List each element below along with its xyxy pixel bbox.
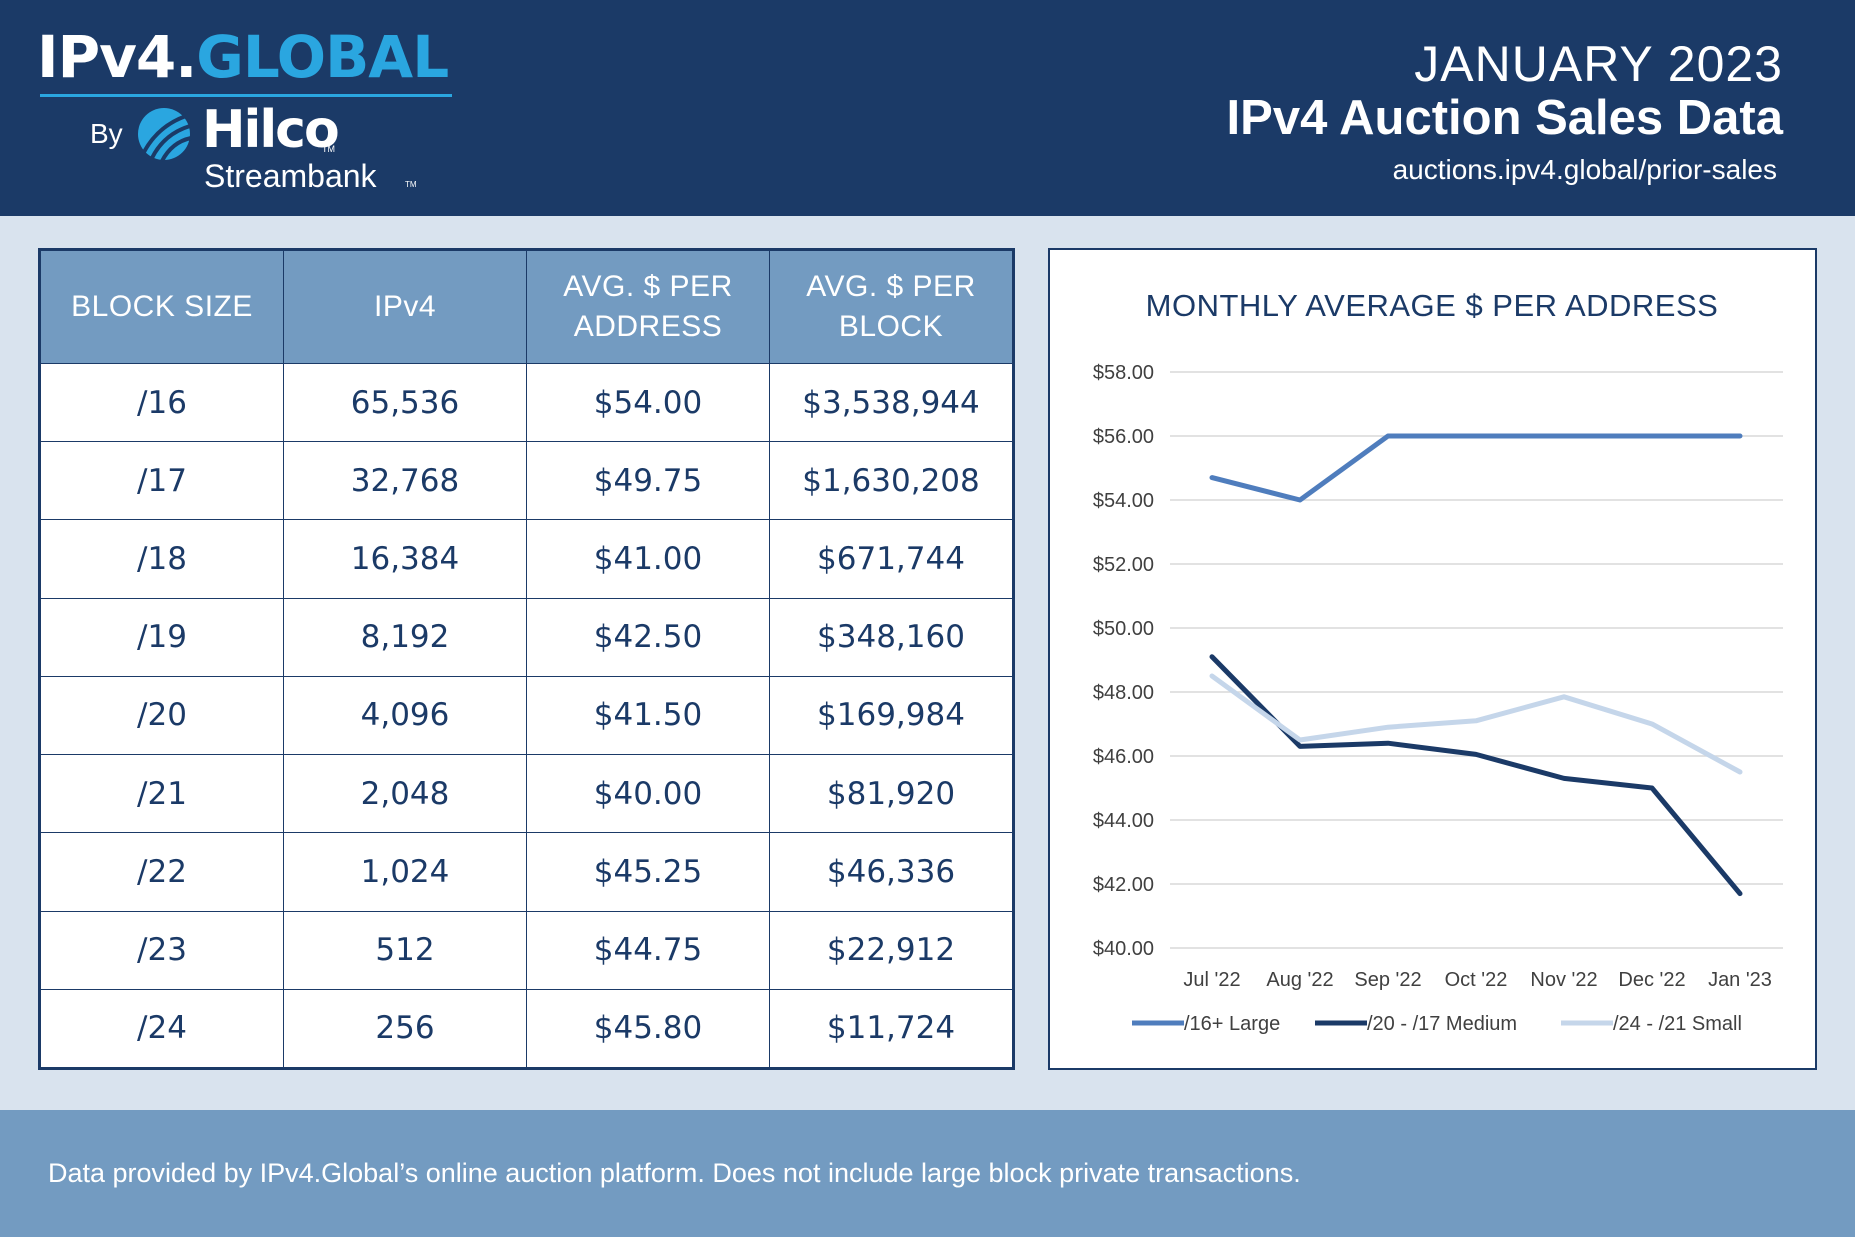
header-banner: IPv4.GLOBAL By Hilco TM Streambank TM JA… (0, 0, 1855, 216)
logo-ipv4-text: IPv4. (37, 23, 197, 91)
cell-block-size: /19 (40, 597, 284, 677)
cell-avg-block: $348,160 (769, 597, 1013, 677)
cell-ipv4-count: 8,192 (283, 597, 527, 677)
cell-block-size: /22 (40, 832, 284, 912)
cell-avg-address: $40.00 (526, 754, 770, 834)
cell-avg-address: $44.75 (526, 910, 770, 990)
table-row: /18 16,384 $41.00 $671,744 (40, 519, 1013, 599)
cell-ipv4-count: 256 (283, 988, 527, 1069)
table-header-row: BLOCK SIZE IPv4 AVG. $ PER ADDRESS AVG. … (40, 250, 1013, 364)
table-row: /22 1,024 $45.25 $46,336 (40, 832, 1013, 912)
y-tick-label: $44.00 (1093, 810, 1154, 832)
cell-avg-address: $45.80 (526, 988, 770, 1069)
table-row: /21 2,048 $40.00 $81,920 (40, 754, 1013, 834)
table-row: /20 4,096 $41.50 $169,984 (40, 675, 1013, 756)
cell-block-size: /21 (40, 754, 284, 834)
cell-avg-block: $1,630,208 (769, 441, 1013, 521)
y-tick-label: $54.00 (1093, 490, 1154, 512)
cell-block-size: /17 (40, 441, 284, 521)
cell-avg-block: $11,724 (769, 988, 1013, 1069)
y-tick-label: $40.00 (1093, 938, 1154, 960)
line-chart: MONTHLY AVERAGE $ PER ADDRESS $40.00 $42.0… (1093, 288, 1783, 1035)
cell-avg-block: $46,336 (769, 832, 1013, 912)
ipv4-global-logo: IPv4.GLOBAL (37, 23, 449, 91)
prior-sales-link[interactable]: auctions.ipv4.global/prior-sales (1392, 154, 1777, 185)
y-tick-label: $56.00 (1093, 426, 1154, 448)
legend-label: /16+ Large (1184, 1013, 1280, 1035)
report-title: IPv4 Auction Sales Data (1226, 91, 1783, 145)
series-line (1209, 433, 1743, 503)
table-row: /23 512 $44.75 $22,912 (40, 910, 1013, 990)
y-tick-label: $50.00 (1093, 618, 1154, 640)
cell-avg-block: $671,744 (769, 519, 1013, 599)
legend-label: /24 - /21 Small (1613, 1013, 1742, 1035)
cell-ipv4-count: 32,768 (283, 441, 527, 521)
chart-panel: MONTHLY AVERAGE $ PER ADDRESS $40.00 $42.0… (1048, 248, 1817, 1070)
series-line (1209, 654, 1743, 897)
cell-avg-address: $49.75 (526, 441, 770, 521)
y-tick-label: $46.00 (1093, 746, 1154, 768)
header-ipv4: IPv4 (283, 250, 527, 364)
footer-disclaimer: Data provided by IPv4.Global’s online au… (48, 1158, 1301, 1188)
sales-table: BLOCK SIZE IPv4 AVG. $ PER ADDRESS AVG. … (40, 250, 1013, 1069)
cell-block-size: /16 (40, 362, 284, 443)
cell-ipv4-count: 2,048 (283, 754, 527, 834)
cell-ipv4-count: 4,096 (283, 675, 527, 756)
y-tick-label: $52.00 (1093, 554, 1154, 576)
hilco-trademark: TM (322, 144, 335, 154)
table-row: /24 256 $45.80 $11,724 (40, 988, 1013, 1069)
x-tick-label: Nov '22 (1530, 969, 1597, 991)
logo-global-text: GLOBAL (196, 23, 449, 91)
cell-block-size: /20 (40, 675, 284, 756)
streambank-trademark: TM (405, 180, 417, 189)
x-tick-label: Sep '22 (1354, 969, 1421, 991)
x-tick-label: Aug '22 (1266, 969, 1333, 991)
table-row: /19 8,192 $42.50 $348,160 (40, 597, 1013, 677)
hilco-wordmark: Hilco (202, 100, 340, 160)
footer-banner: Data provided by IPv4.Global’s online au… (0, 1110, 1855, 1237)
cell-avg-block: $3,538,944 (769, 362, 1013, 443)
cell-ipv4-count: 65,536 (283, 362, 527, 443)
y-tick-label: $42.00 (1093, 874, 1154, 896)
cell-ipv4-count: 16,384 (283, 519, 527, 599)
x-tick-label: Jan '23 (1708, 969, 1772, 991)
cell-ipv4-count: 1,024 (283, 832, 527, 912)
header-avg-per-block: AVG. $ PER BLOCK (769, 250, 1013, 364)
cell-avg-address: $42.50 (526, 597, 770, 677)
series-line (1209, 673, 1743, 775)
table-row: /16 65,536 $54.00 $3,538,944 (40, 362, 1013, 443)
cell-avg-block: $22,912 (769, 910, 1013, 990)
y-tick-label: $48.00 (1093, 682, 1154, 704)
x-tick-label: Oct '22 (1445, 969, 1508, 991)
header-avg-per-address: AVG. $ PER ADDRESS (526, 250, 770, 364)
logo-underline (40, 94, 452, 97)
cell-avg-address: $41.00 (526, 519, 770, 599)
table-row: /17 32,768 $49.75 $1,630,208 (40, 441, 1013, 521)
header-block-size: BLOCK SIZE (40, 250, 284, 364)
report-month: JANUARY 2023 (1414, 36, 1783, 92)
streambank-wordmark: Streambank (204, 158, 377, 194)
cell-block-size: /18 (40, 519, 284, 599)
x-tick-label: Dec '22 (1618, 969, 1685, 991)
y-tick-label: $58.00 (1093, 362, 1154, 384)
cell-avg-address: $41.50 (526, 675, 770, 756)
logo-by-text: By (90, 118, 123, 149)
cell-avg-block: $169,984 (769, 675, 1013, 756)
x-tick-label: Jul '22 (1183, 969, 1240, 991)
cell-block-size: /23 (40, 910, 284, 990)
cell-avg-address: $45.25 (526, 832, 770, 912)
cell-avg-block: $81,920 (769, 754, 1013, 834)
cell-avg-address: $54.00 (526, 362, 770, 443)
hilco-swoosh-icon (138, 108, 192, 162)
legend-label: /20 - /17 Medium (1367, 1013, 1517, 1035)
cell-ipv4-count: 512 (283, 910, 527, 990)
sales-table-panel: BLOCK SIZE IPv4 AVG. $ PER ADDRESS AVG. … (38, 248, 1015, 1070)
cell-block-size: /24 (40, 988, 284, 1069)
chart-title: MONTHLY AVERAGE $ PER ADDRESS (1146, 288, 1719, 323)
